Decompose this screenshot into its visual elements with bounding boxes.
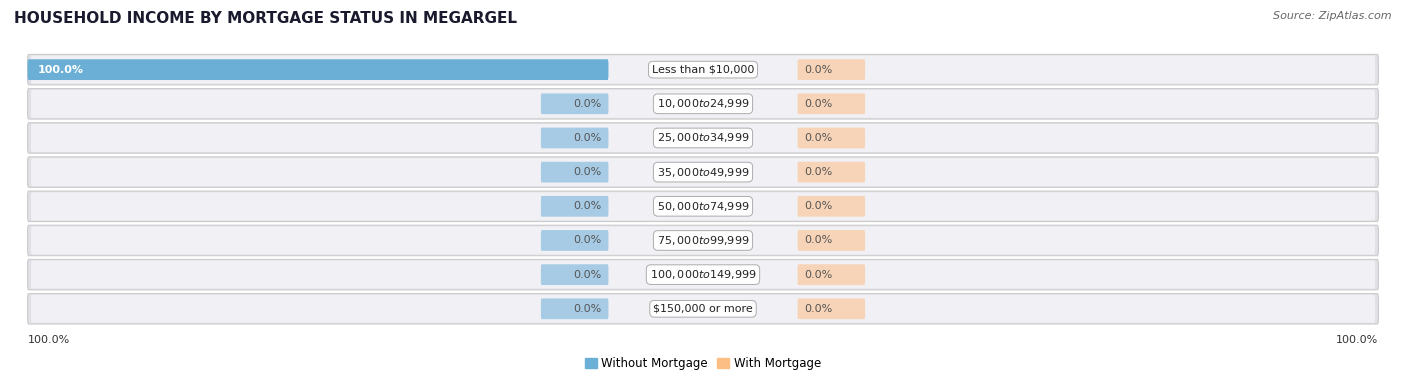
Text: 0.0%: 0.0% <box>574 99 602 109</box>
Text: $10,000 to $24,999: $10,000 to $24,999 <box>657 97 749 110</box>
FancyBboxPatch shape <box>31 90 1375 118</box>
Text: 100.0%: 100.0% <box>1336 335 1378 345</box>
FancyBboxPatch shape <box>797 162 865 182</box>
FancyBboxPatch shape <box>797 299 865 319</box>
FancyBboxPatch shape <box>28 225 1378 256</box>
Text: $75,000 to $99,999: $75,000 to $99,999 <box>657 234 749 247</box>
FancyBboxPatch shape <box>28 157 1378 187</box>
FancyBboxPatch shape <box>541 196 609 217</box>
FancyBboxPatch shape <box>28 54 1378 85</box>
Text: $100,000 to $149,999: $100,000 to $149,999 <box>650 268 756 281</box>
Text: $150,000 or more: $150,000 or more <box>654 304 752 314</box>
Text: 0.0%: 0.0% <box>804 304 832 314</box>
FancyBboxPatch shape <box>28 59 609 80</box>
Text: 0.0%: 0.0% <box>804 133 832 143</box>
Text: 0.0%: 0.0% <box>574 236 602 245</box>
FancyBboxPatch shape <box>31 192 1375 220</box>
FancyBboxPatch shape <box>28 259 1378 290</box>
Text: 0.0%: 0.0% <box>804 167 832 177</box>
Text: 100.0%: 100.0% <box>28 335 70 345</box>
Text: $35,000 to $49,999: $35,000 to $49,999 <box>657 166 749 179</box>
FancyBboxPatch shape <box>797 59 865 80</box>
Text: 0.0%: 0.0% <box>804 270 832 280</box>
Text: 0.0%: 0.0% <box>574 201 602 211</box>
FancyBboxPatch shape <box>797 127 865 148</box>
Text: 0.0%: 0.0% <box>804 201 832 211</box>
FancyBboxPatch shape <box>541 264 609 285</box>
FancyBboxPatch shape <box>28 191 1378 222</box>
FancyBboxPatch shape <box>541 230 609 251</box>
Text: Source: ZipAtlas.com: Source: ZipAtlas.com <box>1274 11 1392 21</box>
Text: 100.0%: 100.0% <box>38 64 84 75</box>
Text: $50,000 to $74,999: $50,000 to $74,999 <box>657 200 749 213</box>
FancyBboxPatch shape <box>31 295 1375 323</box>
FancyBboxPatch shape <box>541 299 609 319</box>
Text: Less than $10,000: Less than $10,000 <box>652 64 754 75</box>
FancyBboxPatch shape <box>797 264 865 285</box>
FancyBboxPatch shape <box>31 56 1375 84</box>
Legend: Without Mortgage, With Mortgage: Without Mortgage, With Mortgage <box>581 352 825 375</box>
Text: 0.0%: 0.0% <box>574 304 602 314</box>
FancyBboxPatch shape <box>541 162 609 182</box>
FancyBboxPatch shape <box>28 89 1378 119</box>
FancyBboxPatch shape <box>31 227 1375 254</box>
FancyBboxPatch shape <box>28 123 1378 153</box>
Text: 0.0%: 0.0% <box>574 133 602 143</box>
FancyBboxPatch shape <box>797 230 865 251</box>
Text: $25,000 to $34,999: $25,000 to $34,999 <box>657 132 749 144</box>
FancyBboxPatch shape <box>31 158 1375 186</box>
Text: 0.0%: 0.0% <box>804 236 832 245</box>
Text: 0.0%: 0.0% <box>804 64 832 75</box>
Text: 0.0%: 0.0% <box>574 167 602 177</box>
FancyBboxPatch shape <box>797 196 865 217</box>
FancyBboxPatch shape <box>541 93 609 114</box>
FancyBboxPatch shape <box>541 127 609 148</box>
FancyBboxPatch shape <box>28 294 1378 324</box>
Text: 0.0%: 0.0% <box>804 99 832 109</box>
Text: 0.0%: 0.0% <box>574 270 602 280</box>
FancyBboxPatch shape <box>31 124 1375 152</box>
FancyBboxPatch shape <box>797 93 865 114</box>
Text: HOUSEHOLD INCOME BY MORTGAGE STATUS IN MEGARGEL: HOUSEHOLD INCOME BY MORTGAGE STATUS IN M… <box>14 11 517 26</box>
FancyBboxPatch shape <box>31 261 1375 289</box>
